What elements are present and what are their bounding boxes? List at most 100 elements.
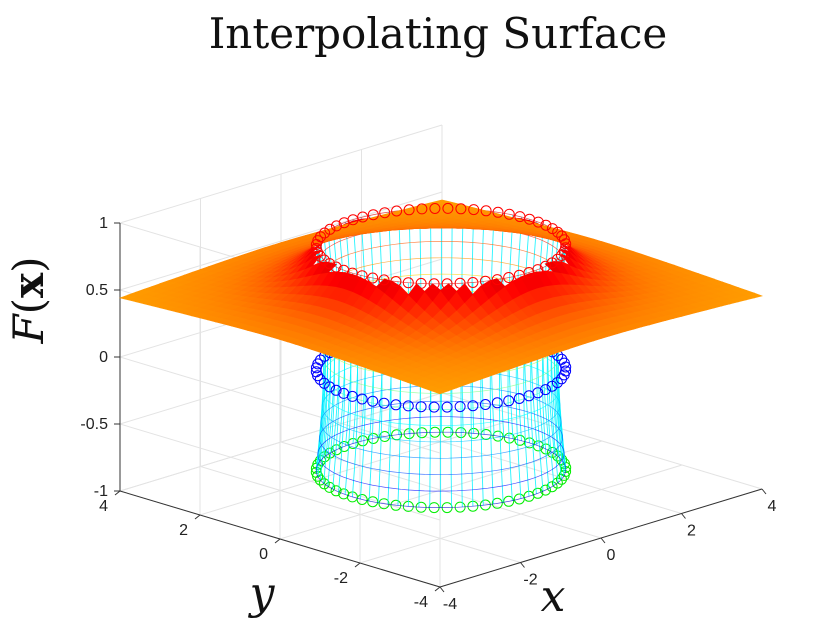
z-axis-label-arg: x bbox=[4, 272, 53, 298]
z-axis-label: F(x) bbox=[4, 257, 53, 345]
top-circle-marker bbox=[503, 272, 515, 283]
top-circle-marker bbox=[324, 258, 336, 270]
top-circle-marker bbox=[379, 207, 391, 219]
bottom-circle-marker bbox=[378, 498, 390, 510]
y-tick-mark bbox=[114, 490, 121, 496]
top-circle-marker bbox=[403, 204, 415, 216]
top-circle-marker bbox=[367, 272, 379, 284]
z-axis-label-close: ) bbox=[4, 257, 53, 273]
top-circle-marker bbox=[454, 277, 466, 289]
y-tick-labels: -4 -2 0 2 4 bbox=[99, 490, 441, 611]
bottom-circle-marker bbox=[312, 470, 324, 482]
bottom-circle-marker bbox=[540, 484, 551, 496]
wall-ring-line bbox=[320, 385, 562, 459]
wall-ring-line bbox=[319, 400, 563, 476]
top-circle-marker bbox=[540, 219, 552, 231]
middle-circle-marker bbox=[454, 401, 466, 413]
middle-circle-marker bbox=[314, 374, 326, 385]
z-tick-label: -0.5 bbox=[80, 416, 108, 433]
middle-circle-marker bbox=[310, 362, 322, 374]
top-circle-marker bbox=[491, 274, 503, 286]
middle-circle-marker bbox=[330, 384, 342, 396]
top-circle-marker bbox=[331, 220, 342, 232]
z-tick-label: 0 bbox=[99, 349, 108, 366]
middle-circle-marker bbox=[540, 384, 551, 396]
top-circle-marker bbox=[390, 276, 402, 287]
z-tick-label: -1 bbox=[94, 483, 108, 500]
chart-title: Interpolating Surface bbox=[209, 9, 668, 58]
top-circle-marker bbox=[540, 260, 551, 272]
wall-ring-line bbox=[315, 431, 567, 508]
x-tick-mark bbox=[520, 562, 525, 568]
top-circle-marker bbox=[338, 217, 350, 229]
top-circle-marker bbox=[428, 278, 440, 290]
top-circle-marker bbox=[310, 239, 322, 250]
y-tick-label: 2 bbox=[179, 522, 188, 539]
top-circle-marker bbox=[442, 202, 454, 214]
middle-circle-marker bbox=[491, 397, 503, 409]
middle-circle-marker bbox=[556, 353, 568, 365]
top-circle-marker bbox=[455, 203, 467, 215]
top-circle-marker bbox=[532, 216, 544, 228]
z-tick-label: 1 bbox=[99, 215, 108, 232]
middle-circle-marker bbox=[551, 377, 563, 389]
middle-circle-marker bbox=[367, 395, 379, 407]
z-tick-label: 0.5 bbox=[86, 282, 108, 299]
bottom-circle-marker bbox=[367, 496, 379, 508]
top-circle-marker bbox=[551, 253, 563, 265]
middle-circle-marker bbox=[312, 370, 324, 382]
y-axis-label: y bbox=[248, 568, 276, 619]
top-circle-marker bbox=[532, 264, 544, 276]
y-tick-mark bbox=[354, 562, 361, 568]
middle-circle-marker bbox=[415, 401, 427, 413]
top-circle-marker bbox=[416, 203, 428, 215]
middle-circle-marker bbox=[428, 401, 440, 413]
x-axis-label: x bbox=[541, 571, 566, 622]
bottom-circle-marker bbox=[503, 495, 515, 507]
middle-circle-marker bbox=[503, 395, 515, 407]
top-circle-marker bbox=[415, 277, 427, 289]
top-circle-marker bbox=[314, 250, 326, 262]
bottom-circle-marker bbox=[314, 474, 326, 486]
bottom-circle-marker bbox=[330, 485, 342, 497]
bottom-circle-marker bbox=[356, 494, 368, 505]
surface-patch bbox=[433, 199, 451, 205]
bottom-circle-marker bbox=[532, 487, 544, 499]
middle-circle-marker bbox=[324, 381, 336, 393]
x-tick-mark bbox=[600, 537, 606, 544]
middle-circle-marker bbox=[378, 397, 390, 409]
y-tick-label: -2 bbox=[334, 570, 348, 587]
bottom-circle-marker bbox=[514, 434, 526, 446]
x-tick-label: 0 bbox=[607, 547, 616, 564]
top-circle-marker bbox=[480, 205, 492, 217]
middle-circle-marker bbox=[441, 401, 453, 413]
wall-ring-line bbox=[317, 416, 565, 492]
top-circle-marker bbox=[492, 206, 504, 218]
x-tick-label: 4 bbox=[768, 498, 777, 515]
z-tick-labels: -1 -0.5 0 0.5 1 bbox=[80, 215, 120, 500]
top-circle-marker bbox=[429, 203, 441, 214]
bottom-circle-marker bbox=[491, 497, 503, 509]
x-tick-labels: -4 -2 0 2 4 bbox=[439, 488, 777, 613]
y-tick-label: 4 bbox=[99, 498, 108, 515]
middle-circle-marker bbox=[467, 400, 479, 412]
top-circle-marker bbox=[391, 205, 403, 217]
x-tick-label: -4 bbox=[443, 596, 457, 613]
top-circle-marker bbox=[468, 204, 480, 216]
middle-circle-marker bbox=[402, 400, 414, 412]
bottom-circle-marker bbox=[479, 499, 491, 511]
svg-text:F(x): F(x) bbox=[4, 257, 53, 345]
y-tick-label: -4 bbox=[414, 594, 428, 611]
middle-circle-marker bbox=[356, 393, 368, 405]
x-tick-mark bbox=[761, 488, 767, 495]
top-circle-marker bbox=[356, 270, 368, 282]
top-circle-marker bbox=[556, 230, 568, 242]
middle-circle-marker bbox=[560, 365, 572, 377]
bottom-circle-marker bbox=[546, 446, 558, 458]
x-tick-label: 2 bbox=[687, 523, 696, 540]
y-tick-mark bbox=[194, 514, 201, 520]
top-circle-marker bbox=[441, 278, 453, 290]
top-circle-marker bbox=[479, 275, 491, 287]
middle-circle-marker bbox=[390, 399, 402, 411]
